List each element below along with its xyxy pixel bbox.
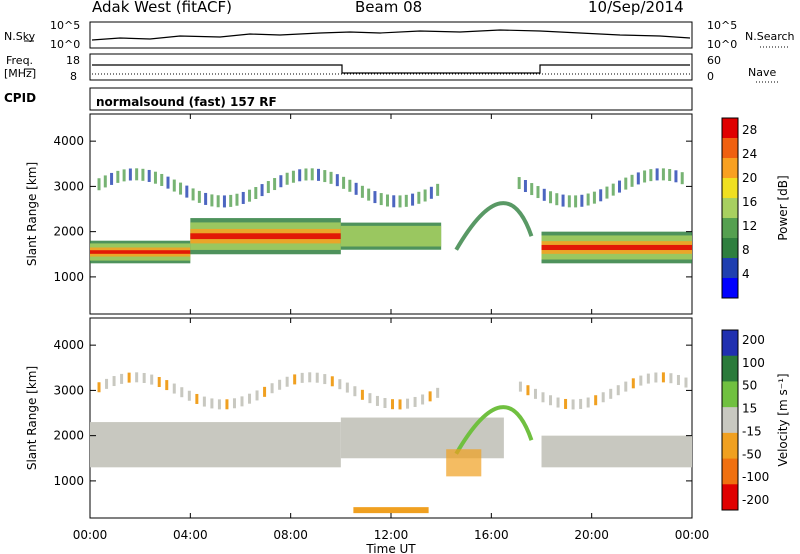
velocity-cbar-tick-6: -100 [742, 470, 769, 484]
velocity-ground-scatter [353, 507, 429, 514]
nsky-label: N.Sky [4, 30, 36, 43]
nsearch-label: N.Search [745, 30, 795, 43]
velocity-cbar-tick-4: -15 [742, 424, 762, 438]
noise-tick-left-high: 10^5 [50, 19, 80, 32]
power-cbar-tick-3: 16 [742, 195, 757, 209]
power-band-2 [340, 222, 442, 250]
power-cbar-tick-5: 24 [742, 147, 757, 161]
noise-tick-left-low: 10^0 [50, 38, 80, 51]
velocity-cbar-label: Velocity [m s⁻¹] [776, 373, 790, 466]
power-cbar-seg-3 [722, 178, 738, 199]
velocity-cbar-frame [721, 329, 739, 511]
velocity-band-0 [90, 422, 341, 468]
power-panel [90, 168, 692, 264]
y-tick-label-0-3: 4000 [53, 134, 84, 148]
power-cbar-seg-4 [722, 198, 738, 219]
power-cbar-seg-8 [722, 278, 738, 299]
velocity-cbar-tick-5: -50 [742, 447, 762, 461]
power-band-1 [190, 218, 341, 255]
velocity-cbar-seg-6 [722, 484, 738, 511]
velocity-cbar-tick-0: 200 [742, 333, 765, 347]
velocity-cbar-tick-3: 15 [742, 402, 757, 416]
velocity-panel [90, 372, 692, 514]
velocity-cbar-seg-0 [722, 330, 738, 357]
freq-tick-low: 8 [70, 70, 77, 83]
x-tick-label-0: 00:00 [73, 528, 108, 542]
y-tick-label-1-3: 4000 [53, 338, 84, 352]
power-cbar-frame [721, 117, 739, 299]
y-tick-label-1-0: 1000 [53, 474, 84, 488]
power-cbar-tick-6: 28 [742, 123, 757, 137]
freq-panel-frame [89, 53, 693, 81]
power-cbar-tick-0: 4 [742, 267, 750, 281]
velocity-cbar-seg-4 [722, 432, 738, 460]
power-cbar-seg-6 [722, 238, 738, 259]
x-tick-label-2: 08:00 [273, 528, 308, 542]
velocity-cbar-seg-2 [722, 381, 738, 408]
freq-unit: [MHz] [4, 67, 37, 80]
velocity-cbar-seg-5 [722, 458, 738, 485]
cpid-panel-frame [89, 87, 693, 111]
power-cbar-seg-2 [722, 158, 738, 179]
y-tick-label-1-1: 2000 [53, 429, 84, 443]
velocity-cbar-seg-3 [722, 407, 738, 434]
velocity-cbar-seg-1 [722, 355, 738, 382]
freq-tick-high: 18 [66, 54, 80, 67]
velocity-patch [446, 449, 482, 477]
colorbars: 4 8 12 16 20 24 28 Power [dB] 200 100 50 15 -15 -50 -1… [721, 117, 790, 511]
freq-trace [92, 64, 690, 74]
power-upper-echoes [97, 168, 684, 208]
noise-panel-frame [89, 21, 693, 49]
x-tick-label-1: 04:00 [173, 528, 208, 542]
power-cbar-tick-1: 8 [742, 243, 750, 257]
y-tick-label-1-2: 3000 [53, 383, 84, 397]
velocity-cbar-tick-2: 50 [742, 379, 757, 393]
station-title: Adak West (fitACF) [92, 0, 232, 16]
y-tick-label-0-2: 3000 [53, 179, 84, 193]
velocity-band-2 [541, 435, 692, 468]
y-tick-label-0-1: 2000 [53, 225, 84, 239]
x-axis-label: Time UT [365, 542, 416, 554]
cpid-label: CPID [4, 91, 37, 105]
freq-label: Freq. [6, 54, 34, 67]
cpid-value: normalsound (fast) 157 RF [96, 95, 277, 109]
beam-title: Beam 08 [355, 0, 423, 16]
axes: 00:00 04:00 08:00 12:00 16:00 20:00 00:00 Time … [25, 114, 709, 554]
nave-tick-low: 0 [707, 70, 714, 83]
power-panel-frame [89, 113, 693, 315]
date-title: 10/Sep/2014 [588, 0, 684, 16]
x-tick-label-3: 12:00 [374, 528, 409, 542]
power-cbar-seg-0 [722, 118, 738, 139]
power-cbar-seg-5 [722, 218, 738, 239]
x-tick-label-4: 16:00 [474, 528, 509, 542]
power-arc [454, 201, 534, 251]
nave-tick-high: 60 [707, 54, 721, 67]
velocity-arc [454, 405, 534, 455]
velocity-cbar-tick-7: -200 [742, 493, 769, 507]
power-cbar-seg-1 [722, 138, 738, 159]
power-cbar-tick-4: 20 [742, 171, 757, 185]
y-tick-label-0-0: 1000 [53, 270, 84, 284]
y-axis-label-1: Slant Range [km] [25, 366, 39, 470]
noise-tick-right-low: 10^0 [707, 38, 737, 51]
power-cbar-label: Power [dB] [776, 175, 790, 240]
noise-trace [91, 29, 691, 41]
velocity-upper-echoes [97, 372, 688, 410]
x-tick-label-6: 00:00 [675, 528, 710, 542]
power-cbar-tick-2: 12 [742, 219, 757, 233]
power-band-0 [90, 240, 191, 264]
nave-label: Nave [748, 66, 777, 79]
power-band-3 [541, 231, 692, 264]
velocity-cbar-tick-1: 100 [742, 356, 765, 370]
x-tick-label-5: 20:00 [574, 528, 609, 542]
power-cbar-seg-7 [722, 258, 738, 279]
y-axis-label-0: Slant Range [km] [25, 162, 39, 266]
noise-tick-right-high: 10^5 [707, 19, 737, 32]
